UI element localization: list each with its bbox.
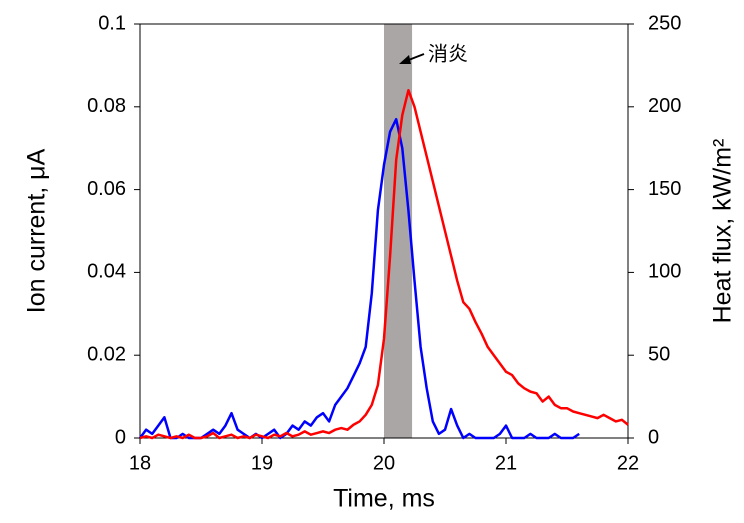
y-tick-label: 0.02	[87, 343, 126, 365]
y2-tick-label: 200	[648, 95, 681, 117]
y2-tick-label: 100	[648, 261, 681, 283]
x-tick-label: 22	[617, 452, 639, 474]
y2-axis-title: Heat flux, kW/m²	[709, 139, 737, 324]
annotation-arrowhead	[399, 55, 411, 64]
y-tick-label: 0.06	[87, 178, 126, 200]
y-axis-title: Ion current, μA	[23, 148, 51, 313]
shaded-region	[384, 24, 413, 438]
y-tick-label: 0.08	[87, 95, 126, 117]
x-axis-title: Time, ms	[333, 485, 435, 513]
x-tick-label: 19	[251, 452, 273, 474]
annotation: 消炎	[428, 42, 468, 65]
y2-tick-label: 250	[648, 12, 681, 34]
x-tick-label: 21	[495, 452, 517, 474]
y2-tick-label: 50	[648, 343, 670, 365]
x-tick-label: 18	[129, 452, 151, 474]
y2-tick-label: 0	[648, 426, 659, 448]
x-tick-label: 20	[373, 452, 395, 474]
y-tick-label: 0.1	[98, 12, 126, 34]
series-line	[138, 117, 580, 440]
y2-tick-label: 150	[648, 178, 681, 200]
series-line	[139, 88, 629, 440]
y-tick-label: 0.04	[87, 261, 126, 283]
y-tick-label: 0	[115, 426, 126, 448]
